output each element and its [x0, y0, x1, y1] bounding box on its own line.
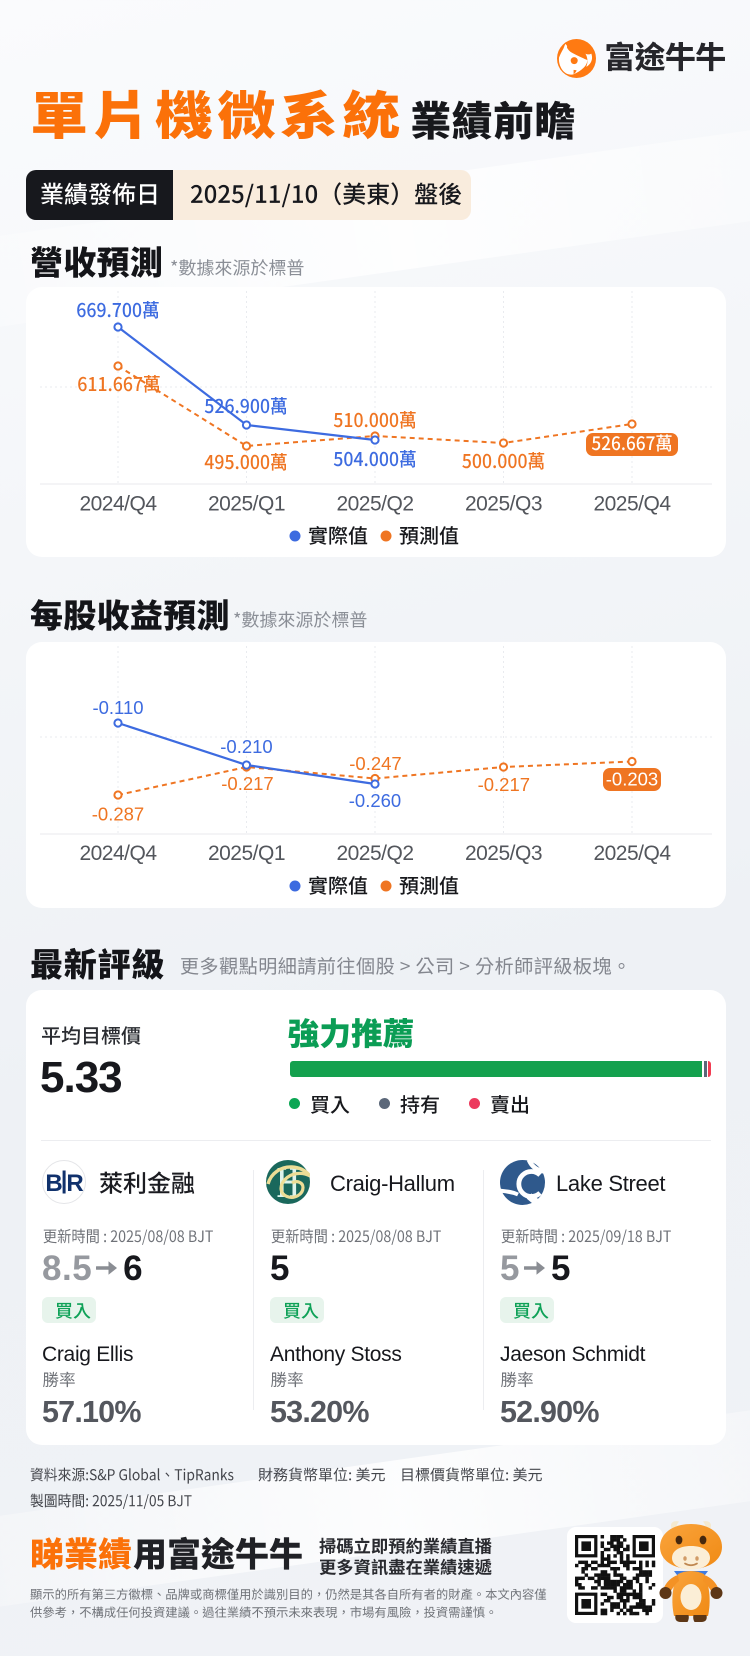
svg-text:2025/Q2: 2025/Q2	[336, 493, 413, 516]
svg-text:-0.203: -0.203	[606, 769, 658, 790]
svg-text:-0.247: -0.247	[349, 753, 401, 774]
svg-text:2025/Q1: 2025/Q1	[208, 842, 285, 865]
svg-text:2025/Q2: 2025/Q2	[336, 842, 413, 865]
svg-text:-0.217: -0.217	[478, 774, 530, 795]
svg-text:-0.217: -0.217	[221, 773, 273, 794]
svg-text:2025/Q4: 2025/Q4	[593, 842, 671, 865]
svg-text:R: R	[66, 1170, 83, 1197]
svg-text:2025/Q3: 2025/Q3	[465, 842, 542, 865]
svg-text:-0.287: -0.287	[92, 804, 144, 825]
svg-text:-0.260: -0.260	[349, 790, 401, 811]
svg-text:2025/Q1: 2025/Q1	[208, 493, 285, 516]
svg-text:2025/Q4: 2025/Q4	[593, 493, 671, 516]
svg-text:-0.110: -0.110	[92, 697, 143, 718]
svg-text:2025/Q3: 2025/Q3	[465, 493, 542, 516]
svg-text:B: B	[45, 1170, 62, 1197]
svg-text:2024/Q4: 2024/Q4	[79, 842, 157, 865]
svg-text:2024/Q4: 2024/Q4	[79, 493, 157, 516]
svg-text:-0.210: -0.210	[220, 736, 272, 757]
